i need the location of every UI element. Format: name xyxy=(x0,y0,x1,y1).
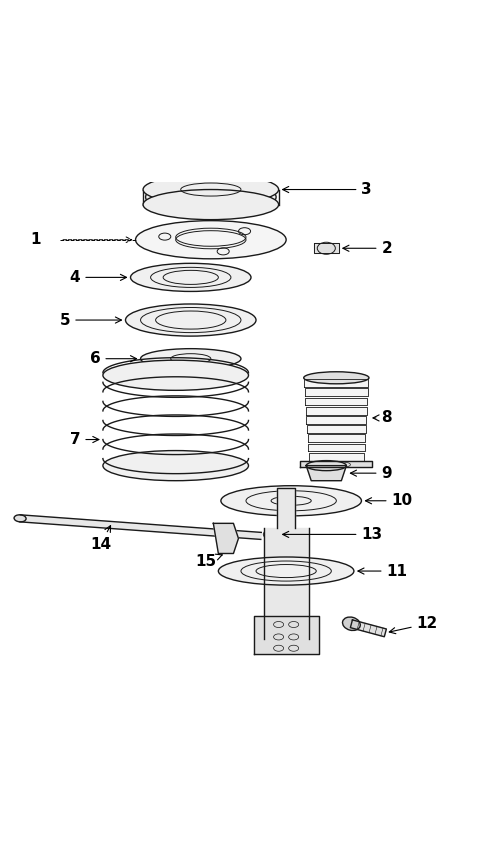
Polygon shape xyxy=(277,488,295,528)
Ellipse shape xyxy=(218,557,353,585)
Polygon shape xyxy=(307,425,365,433)
Text: 13: 13 xyxy=(282,527,382,542)
Text: 9: 9 xyxy=(350,466,391,481)
Polygon shape xyxy=(300,461,372,467)
Ellipse shape xyxy=(125,304,256,336)
Polygon shape xyxy=(308,453,363,461)
Polygon shape xyxy=(308,443,364,451)
Ellipse shape xyxy=(143,190,278,220)
Text: 7: 7 xyxy=(70,432,99,447)
Polygon shape xyxy=(313,243,338,253)
Ellipse shape xyxy=(143,174,278,204)
Polygon shape xyxy=(305,397,367,405)
Ellipse shape xyxy=(14,514,26,522)
Ellipse shape xyxy=(342,617,360,630)
Text: 11: 11 xyxy=(357,564,407,578)
Ellipse shape xyxy=(135,221,286,259)
Polygon shape xyxy=(306,416,366,423)
Polygon shape xyxy=(213,523,238,553)
Text: 6: 6 xyxy=(90,352,136,366)
Text: 4: 4 xyxy=(70,270,126,285)
Text: 12: 12 xyxy=(388,617,437,634)
Ellipse shape xyxy=(103,450,248,481)
Ellipse shape xyxy=(130,263,250,292)
Polygon shape xyxy=(305,407,366,415)
Polygon shape xyxy=(304,379,368,387)
Text: 2: 2 xyxy=(342,241,391,255)
Ellipse shape xyxy=(263,529,278,540)
Ellipse shape xyxy=(220,486,361,516)
Polygon shape xyxy=(306,466,346,481)
Ellipse shape xyxy=(303,372,368,384)
Text: 8: 8 xyxy=(372,410,391,425)
Ellipse shape xyxy=(306,461,346,470)
Text: 3: 3 xyxy=(282,182,371,197)
Polygon shape xyxy=(304,388,367,396)
Ellipse shape xyxy=(103,360,248,391)
Text: 10: 10 xyxy=(365,494,412,508)
Polygon shape xyxy=(20,514,261,540)
Ellipse shape xyxy=(145,179,276,215)
Text: 15: 15 xyxy=(195,553,222,568)
Text: 14: 14 xyxy=(90,526,111,552)
Text: 5: 5 xyxy=(60,313,121,327)
Polygon shape xyxy=(253,617,318,654)
Polygon shape xyxy=(350,620,386,637)
Text: 1: 1 xyxy=(30,232,40,247)
Polygon shape xyxy=(307,435,364,443)
Polygon shape xyxy=(263,528,308,639)
Ellipse shape xyxy=(140,349,240,369)
